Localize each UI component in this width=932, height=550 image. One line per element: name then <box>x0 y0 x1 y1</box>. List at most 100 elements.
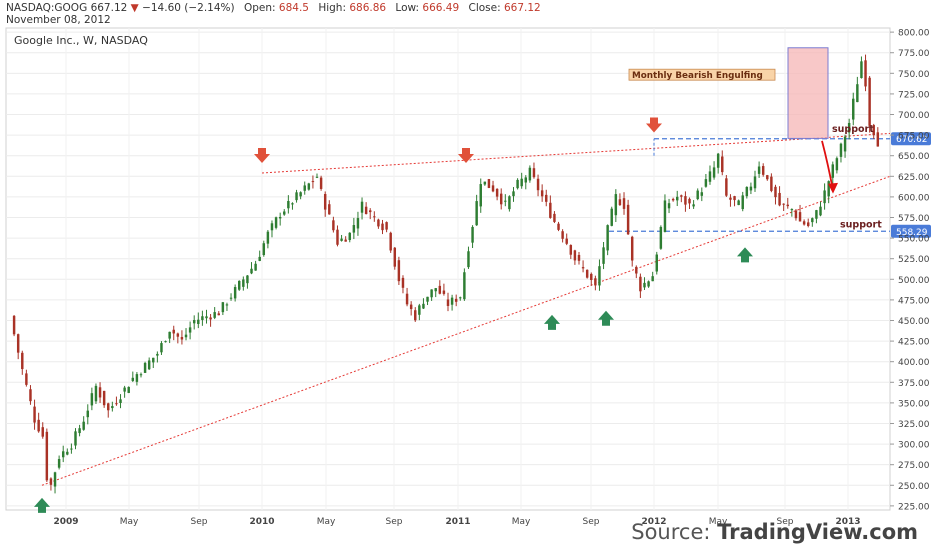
candle-body <box>459 297 462 299</box>
candle-body <box>614 194 618 216</box>
candle-body <box>102 390 106 406</box>
candle-body <box>630 236 634 261</box>
candle-body <box>536 178 540 191</box>
plot-area[interactable] <box>5 27 891 511</box>
candle-body <box>61 451 65 458</box>
candle-body <box>487 179 491 188</box>
candle-body <box>741 195 744 210</box>
candle-body <box>307 183 311 190</box>
upper-trendline <box>261 132 891 174</box>
candle-body <box>635 266 638 274</box>
candle-body <box>786 204 789 207</box>
candle-body <box>524 177 528 183</box>
pattern-label-box <box>628 68 776 81</box>
candle-body <box>831 164 835 178</box>
candle-body <box>565 238 568 244</box>
candle-body <box>303 185 306 191</box>
candle-body <box>238 280 241 290</box>
candle-body <box>561 231 564 239</box>
chart-title: Google Inc., W, NASDAQ <box>14 34 148 47</box>
candle-body <box>221 302 225 313</box>
candle-body <box>405 293 409 305</box>
candle-body <box>250 268 253 274</box>
open-label: Open: <box>243 2 276 14</box>
engulfing-box <box>787 47 829 139</box>
y-tick-label: 750.00 <box>898 70 930 80</box>
candle-body <box>835 158 839 171</box>
candle-body <box>725 178 728 196</box>
candle-body <box>37 419 40 432</box>
candle-body <box>499 193 503 205</box>
candle-body <box>651 276 654 282</box>
price-tag-lower-text: 558.29 <box>896 228 928 238</box>
candle-body <box>827 181 830 197</box>
candle-body <box>819 206 822 216</box>
sell-arrow-icon <box>254 147 270 163</box>
y-tick-label: 650.00 <box>898 152 930 162</box>
candle-body <box>33 406 36 423</box>
candle-body <box>156 353 159 356</box>
candle-body <box>373 216 376 218</box>
candle-body <box>414 310 417 321</box>
candle-body <box>843 136 847 152</box>
y-tick-label: 550.00 <box>898 235 930 245</box>
candle-body <box>606 225 609 251</box>
candle-body <box>860 61 863 79</box>
candle-body <box>180 336 184 340</box>
candle-body <box>393 247 397 267</box>
candle-body <box>749 186 753 191</box>
candle-body <box>852 98 855 120</box>
candle-body <box>389 232 392 251</box>
candle-body <box>430 289 433 298</box>
candle-body <box>712 167 716 178</box>
candle-body <box>98 387 102 398</box>
candle-body <box>774 186 777 198</box>
candle-body <box>610 208 613 226</box>
x-tick-label: Sep <box>777 517 794 527</box>
candle-body <box>242 279 245 287</box>
y-tick-label: 325.00 <box>898 420 930 430</box>
candle-body <box>254 263 257 271</box>
candle-body <box>692 204 695 207</box>
candle-body <box>229 297 233 299</box>
candle-body <box>463 272 466 300</box>
candle-body <box>364 206 368 215</box>
candle-body <box>806 222 810 226</box>
candle-body <box>577 254 581 261</box>
candle-body <box>761 166 765 175</box>
candle-body <box>684 196 687 205</box>
candle-body <box>549 202 552 218</box>
candle-body <box>778 192 781 206</box>
candle-body <box>729 197 732 200</box>
lower-trendline <box>41 175 891 486</box>
candle-body <box>569 245 573 255</box>
candle-body <box>184 334 188 338</box>
candle-body <box>745 186 749 197</box>
candle-body <box>41 427 44 437</box>
candle-body <box>111 406 114 409</box>
candle-body <box>442 290 446 294</box>
candle-body <box>287 200 290 209</box>
candle-body <box>815 210 818 219</box>
candle-body <box>671 198 675 201</box>
candle-body <box>475 201 478 226</box>
candle-body <box>78 428 81 434</box>
candle-body <box>872 125 875 136</box>
candle-body <box>332 220 335 231</box>
price-tag-upper-text: 670.62 <box>896 135 928 145</box>
candle-body <box>602 247 605 264</box>
y-tick-label: 725.00 <box>898 90 930 100</box>
candle-body <box>291 203 294 205</box>
x-tick-label: 2013 <box>835 517 860 527</box>
candle-body <box>471 226 474 243</box>
candle-body <box>311 181 315 183</box>
candle-body <box>626 204 630 235</box>
candle-body <box>704 179 708 187</box>
candle-body <box>401 277 405 288</box>
candle-body <box>381 223 384 231</box>
candle-body <box>225 304 229 306</box>
candle-body <box>115 403 118 405</box>
candle-body <box>192 320 196 324</box>
candle-body <box>823 190 826 204</box>
